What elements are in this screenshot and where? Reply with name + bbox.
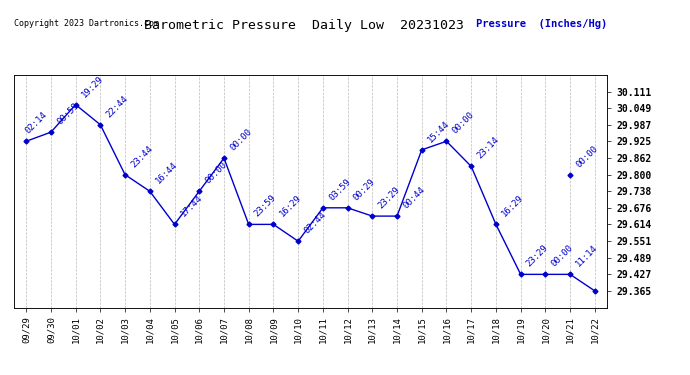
- Text: 02:44: 02:44: [302, 210, 328, 236]
- Text: Pressure  (Inches/Hg): Pressure (Inches/Hg): [476, 19, 607, 29]
- Text: 16:29: 16:29: [500, 194, 526, 219]
- Text: 00:00: 00:00: [549, 243, 575, 269]
- Text: Barometric Pressure  Daily Low  20231023: Barometric Pressure Daily Low 20231023: [144, 19, 464, 32]
- Text: 15:44: 15:44: [426, 119, 451, 144]
- Text: 22:44: 22:44: [104, 94, 130, 119]
- Text: 00:00: 00:00: [204, 160, 229, 186]
- Text: 23:44: 23:44: [129, 144, 155, 169]
- Text: 16:44: 16:44: [154, 160, 179, 186]
- Text: 23:59: 23:59: [253, 194, 278, 219]
- Text: 03:59: 03:59: [327, 177, 353, 202]
- Text: 00:00: 00:00: [228, 127, 253, 153]
- Text: 23:14: 23:14: [475, 135, 501, 161]
- Text: 02:14: 02:14: [23, 110, 49, 136]
- Text: 23:29: 23:29: [525, 243, 550, 269]
- Text: 11:14: 11:14: [574, 243, 600, 269]
- Text: 00:00: 00:00: [574, 144, 600, 169]
- Text: 16:29: 16:29: [277, 194, 303, 219]
- Text: 00:44: 00:44: [401, 185, 426, 210]
- Text: 00:00: 00:00: [451, 110, 476, 136]
- Text: 23:29: 23:29: [377, 185, 402, 210]
- Text: 00:59: 00:59: [55, 101, 81, 127]
- Text: 17:44: 17:44: [179, 194, 204, 219]
- Text: 19:29: 19:29: [80, 74, 105, 99]
- Text: Copyright 2023 Dartronics.com: Copyright 2023 Dartronics.com: [14, 19, 159, 28]
- Text: 00:29: 00:29: [352, 177, 377, 202]
